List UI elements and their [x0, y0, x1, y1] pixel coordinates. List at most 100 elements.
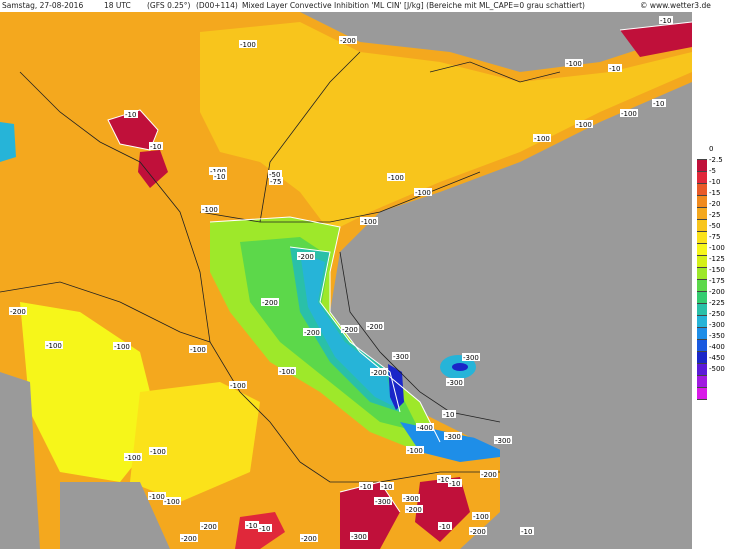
svg-text:-200: -200: [298, 253, 314, 261]
contour-label: -100: [406, 446, 424, 455]
header-date: Samstag, 27-08-2016: [2, 1, 84, 10]
contour-label: -200: [469, 527, 487, 536]
contour-label: -200: [200, 522, 218, 531]
contour-label: -300: [444, 432, 462, 441]
legend-swatch: [697, 184, 707, 196]
svg-text:-100: -100: [230, 382, 246, 390]
svg-text:-10: -10: [653, 100, 664, 108]
legend-tick-label: -125: [709, 255, 725, 263]
cin-field-red-ne: [620, 22, 692, 57]
svg-text:-10: -10: [125, 111, 136, 119]
cin-field-red-be: [138, 150, 168, 188]
svg-text:-10: -10: [443, 411, 454, 419]
contour-label: -100: [229, 381, 247, 390]
cin-field-blue-alps: [400, 422, 500, 462]
svg-text:-10: -10: [660, 17, 671, 25]
svg-text:-10: -10: [150, 143, 161, 151]
svg-text:-100: -100: [114, 343, 130, 351]
svg-text:-100: -100: [388, 174, 404, 182]
svg-text:-100: -100: [240, 41, 256, 49]
cin-field-cyan-west: [0, 122, 16, 162]
contour-label: -10: [149, 142, 163, 151]
legend-tick-label: -15: [709, 189, 721, 197]
legend-tick-label: -200: [709, 288, 725, 296]
legend-swatch: [697, 172, 707, 184]
no-cape-area-west: [0, 372, 40, 549]
contour-label: -200: [366, 322, 384, 331]
contour-label: -100: [620, 109, 638, 118]
legend-swatch: [697, 376, 707, 388]
legend-swatch: [697, 304, 707, 316]
contour-label: -100: [565, 59, 583, 68]
no-cape-area-southwest: [60, 482, 170, 549]
contour-label: -100: [201, 205, 219, 214]
legend-swatch: [697, 388, 707, 400]
contour-label: -200: [405, 505, 423, 514]
contour-label: -100: [360, 217, 378, 226]
svg-text:-100: -100: [407, 447, 423, 455]
contour-label: -100: [472, 512, 490, 521]
contour-label: -10: [359, 482, 373, 491]
svg-text:-300: -300: [403, 495, 419, 503]
svg-text:-300: -300: [463, 354, 479, 362]
svg-text:-100: -100: [473, 513, 489, 521]
contour-label: -100: [148, 492, 166, 501]
contour-label: -10: [520, 527, 534, 536]
svg-text:-100: -100: [46, 342, 62, 350]
legend-swatch: [697, 340, 707, 352]
contour-label: -100: [149, 447, 167, 456]
contour-label: -100: [163, 497, 181, 506]
contour-label: -300: [392, 352, 410, 361]
legend-tick-label: -350: [709, 332, 725, 340]
cin-map-canvas: -100 -200 -100 -100 -200 -300 -10 -100 -…: [0, 12, 692, 549]
legend-swatch: [697, 316, 707, 328]
legend-swatch: [697, 328, 707, 340]
svg-text:-75: -75: [270, 178, 281, 186]
cin-field-darkblue: [388, 364, 404, 410]
svg-text:-10: -10: [521, 528, 532, 536]
legend-tick-label: -150: [709, 266, 725, 274]
contour-label: -10: [245, 521, 259, 530]
svg-text:-200: -200: [470, 528, 486, 536]
contour-label: -10: [448, 479, 462, 488]
contour-label: -200: [180, 534, 198, 543]
legend-swatch: [697, 208, 707, 220]
contour-label: -300: [374, 497, 392, 506]
legend-tick-label: -500: [709, 365, 725, 373]
contour-label: -400: [416, 423, 434, 432]
svg-text:-200: -200: [367, 323, 383, 331]
contour-label: -200: [303, 328, 321, 337]
svg-text:-100: -100: [415, 189, 431, 197]
contour-label: -100: [414, 188, 432, 197]
legend-swatch: [697, 160, 707, 172]
contour-label: -300: [462, 353, 480, 362]
svg-text:-100: -100: [149, 493, 165, 501]
header-copyright: © www.wetter3.de: [640, 1, 711, 10]
legend-tick-label: -400: [709, 343, 725, 351]
cin-field-red-nl: [108, 110, 158, 150]
contour-label: -75: [269, 177, 283, 186]
header-product: Mixed Layer Convective Inhibition 'ML CI…: [242, 1, 585, 10]
legend-swatch: [697, 244, 707, 256]
contour-label: -100: [113, 342, 131, 351]
contour-label: -10: [258, 524, 272, 533]
svg-text:-100: -100: [202, 206, 218, 214]
svg-text:-50: -50: [269, 171, 280, 179]
svg-text:-300: -300: [445, 433, 461, 441]
contour-label: -10: [608, 64, 622, 73]
legend-tick-label: -2.5: [709, 156, 723, 164]
contour-label: -10: [437, 475, 451, 484]
svg-text:-10: -10: [259, 525, 270, 533]
legend-tick-label: -450: [709, 354, 725, 362]
legend-tick-label: -175: [709, 277, 725, 285]
svg-text:-10: -10: [246, 522, 257, 530]
contour-label: -200: [261, 298, 279, 307]
svg-text:-200: -200: [406, 506, 422, 514]
contour-label: -100: [278, 367, 296, 376]
cin-field-red-italy-2: [415, 477, 470, 542]
svg-text:-10: -10: [214, 173, 225, 181]
svg-text:-300: -300: [351, 533, 367, 541]
contour-label: -200: [9, 307, 27, 316]
svg-text:-100: -100: [361, 218, 377, 226]
contour-label: -100: [239, 40, 257, 49]
